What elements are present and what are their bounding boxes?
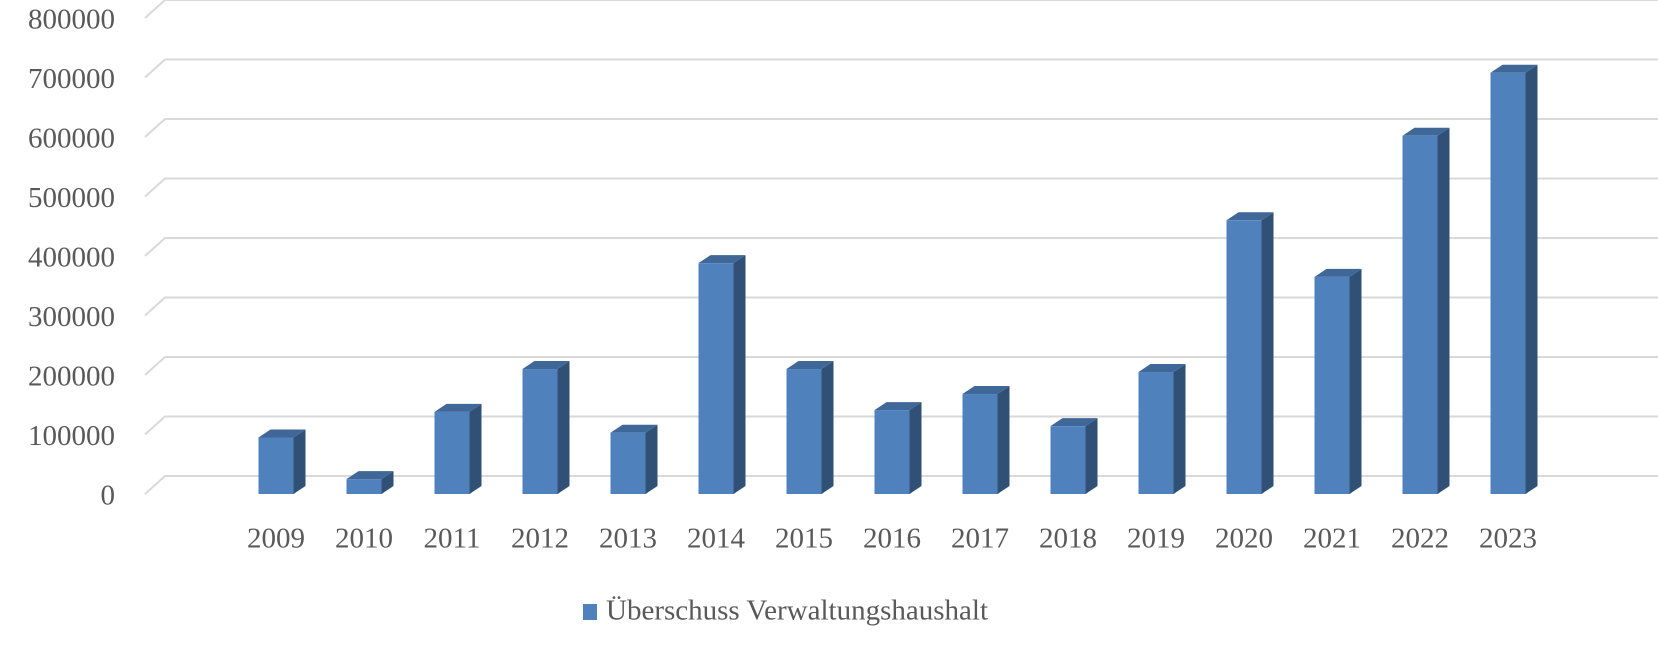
bar-front (346, 479, 382, 494)
bar-side (645, 424, 658, 494)
bar-front (1314, 276, 1350, 494)
x-tick-label: 2020 (1215, 523, 1273, 555)
x-tick-label: 2018 (1039, 523, 1097, 555)
bar-top (1226, 212, 1274, 221)
bar-side (1525, 64, 1538, 495)
bar-top (258, 429, 306, 438)
bar (434, 403, 482, 494)
bar (522, 361, 570, 494)
bar-side (1261, 212, 1274, 495)
bar-side (469, 403, 482, 494)
y-tick-label: 600000 (28, 123, 115, 155)
x-tick-label: 2014 (687, 523, 746, 555)
bar (1402, 127, 1450, 494)
legend: Überschuss Verwaltungshaushalt (583, 595, 988, 627)
bar (1226, 212, 1274, 495)
bar-front (698, 263, 734, 494)
bar-front (1402, 135, 1438, 494)
bar-front (258, 437, 294, 494)
bar (1314, 268, 1362, 494)
bar (258, 429, 306, 494)
legend-swatch (583, 604, 597, 620)
bar (1490, 64, 1538, 495)
grid-line (144, 118, 1658, 138)
x-tick-label: 2016 (863, 523, 921, 555)
x-tick-label: 2011 (424, 523, 481, 555)
x-tick-label: 2012 (511, 523, 569, 555)
bar-front (1226, 220, 1262, 495)
y-tick-label: 300000 (28, 301, 115, 333)
bar-front (962, 394, 998, 494)
bar-top (1314, 268, 1362, 277)
bar-side (1085, 418, 1098, 494)
y-tick-label: 700000 (28, 63, 115, 95)
bar-side (1173, 364, 1186, 494)
y-tick-label: 800000 (28, 4, 115, 36)
x-tick-label: 2021 (1303, 523, 1361, 555)
x-tick-label: 2023 (1479, 523, 1537, 555)
bar-side (1437, 127, 1450, 494)
bar (610, 424, 658, 494)
y-tick-label: 500000 (28, 182, 115, 214)
grid-line (144, 58, 1658, 79)
bar (346, 471, 394, 494)
x-tick-label: 2022 (1391, 523, 1449, 555)
y-tick-label: 100000 (28, 420, 115, 452)
bar-side (733, 255, 746, 494)
bar-side (821, 361, 834, 494)
bar-top (1050, 418, 1098, 427)
y-tick-label: 400000 (28, 242, 115, 274)
x-tick-label: 2010 (335, 523, 393, 555)
bar-top (962, 386, 1010, 395)
grid-line (144, 177, 1658, 198)
grid-line (144, 0, 1658, 19)
bar-front (1050, 426, 1086, 494)
grid-line (144, 296, 1658, 317)
bar-top (346, 471, 394, 480)
y-tick-label: 200000 (28, 361, 115, 393)
bar-side (997, 386, 1010, 494)
bar-front (434, 411, 470, 494)
bar (1138, 364, 1186, 494)
bar-top (610, 424, 658, 433)
bar-top (434, 403, 482, 412)
bar-top (874, 402, 922, 411)
bar-side (557, 361, 570, 494)
x-tick-label: 2009 (247, 523, 305, 555)
bar-top (522, 361, 570, 370)
bar (962, 386, 1010, 494)
bar (874, 402, 922, 494)
bar-front (1138, 372, 1174, 494)
x-tick-label: 2017 (951, 523, 1009, 555)
bar-top (1490, 64, 1538, 73)
bar-side (293, 429, 306, 494)
bar-top (786, 361, 834, 370)
bar-side (909, 402, 922, 494)
x-tick-label: 2019 (1127, 523, 1185, 555)
bar-front (786, 369, 822, 494)
bar-front (610, 432, 646, 494)
bar (698, 255, 746, 494)
grid-line (144, 356, 1658, 376)
y-tick-label: 0 (101, 480, 116, 512)
legend-label: Überschuss Verwaltungshaushalt (606, 595, 988, 627)
bar-front (522, 369, 558, 494)
x-tick-label: 2015 (775, 523, 833, 555)
bar (786, 361, 834, 494)
bar (1050, 418, 1098, 494)
x-tick-label: 2013 (599, 523, 657, 555)
bar-front (874, 410, 910, 494)
bar-top (1138, 364, 1186, 373)
bar-top (698, 255, 746, 264)
bar-front (1490, 72, 1526, 495)
bar-top (1402, 127, 1450, 136)
bar-side (381, 471, 394, 494)
bar-side (1349, 268, 1362, 494)
grid-line (144, 237, 1658, 257)
